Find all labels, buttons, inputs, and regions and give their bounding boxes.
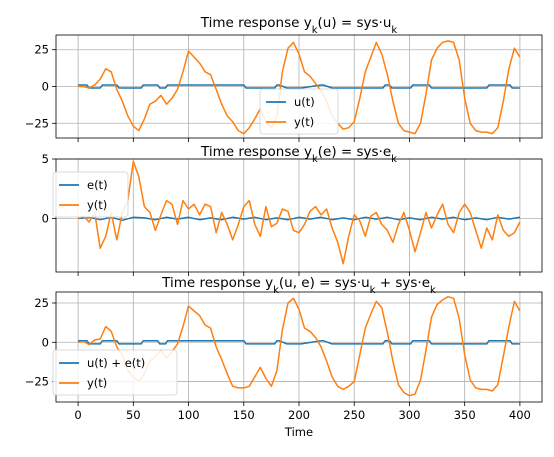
- subplot-2: 0 5 Time response yk(e) = sys·ek e(t) y(t): [42, 144, 543, 276]
- series-line-output: [77, 160, 521, 265]
- x-tick-label: 400: [509, 408, 531, 422]
- y-tick-label: 5: [42, 152, 49, 166]
- legend-label: u(t) + e(t): [87, 356, 145, 370]
- legend-label: e(t): [87, 178, 108, 192]
- x-axis-label: Time: [284, 425, 313, 439]
- y-tick-label: 0: [42, 80, 49, 94]
- legend: e(t) y(t): [52, 171, 129, 218]
- x-tick-label: 250: [343, 408, 365, 422]
- y-tick-label: −25: [25, 116, 49, 130]
- y-tick-label: 25: [34, 43, 49, 57]
- x-tick-label: 150: [233, 408, 255, 422]
- x-tick-label: 200: [288, 408, 310, 422]
- y-tick-label: −25: [25, 375, 49, 389]
- series-line-input: [78, 339, 520, 345]
- subplot-1: −25 0 25 Time response yk(u) = sys·uk u(t) y(…: [25, 15, 543, 142]
- x-tick-label: 300: [398, 408, 420, 422]
- x-tick-label: 100: [178, 408, 200, 422]
- legend: u(t) y(t): [259, 88, 339, 135]
- subplot-title: Time response yk(u, e) = sys·uk + sys·ek: [161, 275, 436, 296]
- y-tick-label: 0: [42, 335, 49, 349]
- series-line-output: [78, 40, 521, 135]
- legend-label: y(t): [87, 198, 107, 212]
- x-tick-label: 0: [74, 408, 81, 422]
- series-line-input: [78, 84, 520, 89]
- legend-label: u(t): [294, 95, 315, 109]
- y-tick-label: 0: [42, 211, 49, 225]
- subplot-title: Time response yk(u) = sys·uk: [200, 15, 398, 36]
- x-tick-label: 350: [454, 408, 476, 422]
- subplot-3: 0 50 100 150 200 250 300 350 400 −25 0 25 Time respo…: [25, 275, 543, 439]
- subplot-title: Time response yk(e) = sys·ek: [200, 144, 397, 165]
- y-tick-label: 25: [34, 296, 49, 310]
- x-tick-label: 50: [126, 408, 141, 422]
- legend: u(t) + e(t) y(t): [52, 349, 178, 396]
- legend-label: y(t): [294, 115, 314, 129]
- legend-label: y(t): [87, 376, 107, 390]
